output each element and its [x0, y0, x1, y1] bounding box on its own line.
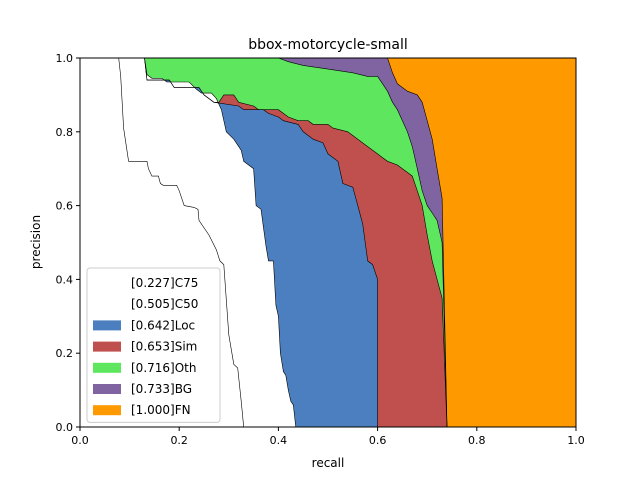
- x-tick-label: 0.2: [170, 434, 188, 447]
- line-loc: [80, 58, 378, 427]
- y-axis-label: precision: [29, 215, 43, 269]
- y-tick-label: 0.6: [56, 200, 74, 213]
- y-tick-label: 0.0: [56, 421, 74, 434]
- x-tick-label: 1.0: [567, 434, 585, 447]
- x-axis-label: recall: [312, 456, 345, 470]
- line-oth: [80, 58, 448, 427]
- legend-label-oth: [0.716]Oth: [131, 361, 196, 375]
- x-tick-label: 0.8: [468, 434, 486, 447]
- plot-frame: [79, 57, 577, 428]
- legend-label-bg: [0.733]BG: [131, 382, 192, 396]
- x-axis-ticks: 0.0 0.2 0.4 0.6 0.8 1.0: [71, 427, 585, 447]
- legend-swatch-c75: [93, 278, 121, 288]
- y-tick-label: 0.2: [56, 347, 74, 360]
- x-tick-label: 0.0: [71, 434, 89, 447]
- chart-title: bbox-motorcycle-small: [248, 37, 407, 53]
- y-tick-label: 0.8: [56, 126, 74, 139]
- area-layers: [80, 58, 576, 427]
- legend-label-c75: [0.227]C75: [131, 276, 198, 290]
- legend-swatch-sim: [93, 341, 121, 352]
- legend-swatch-fn: [93, 405, 121, 416]
- y-axis-ticks: 0.0 0.2 0.4 0.6 0.8 1.0: [56, 52, 80, 434]
- legend-swatch-bg: [93, 384, 121, 394]
- legend-swatch-oth: [93, 362, 121, 373]
- legend: [0.227]C75 [0.505]C50 [0.642]Loc [0.653]Sim…: [86, 267, 221, 423]
- legend-swatch-loc: [93, 320, 121, 331]
- legend-swatch-c50: [93, 299, 121, 310]
- boundary-lines: [80, 58, 448, 427]
- y-tick-label: 1.0: [56, 52, 74, 65]
- x-tick-label: 0.4: [270, 434, 288, 447]
- legend-label-sim: [0.653]Sim: [131, 340, 197, 354]
- legend-label-loc: [0.642]Loc: [131, 318, 195, 332]
- legend-label-c50: [0.505]C50: [131, 297, 198, 311]
- x-tick-label: 0.6: [369, 434, 387, 447]
- line-bg: [80, 58, 448, 427]
- legend-label-fn: [1.000]FN: [131, 403, 191, 417]
- line-c50: [80, 58, 378, 427]
- line-c75: [80, 58, 244, 427]
- y-tick-label: 0.4: [56, 273, 74, 286]
